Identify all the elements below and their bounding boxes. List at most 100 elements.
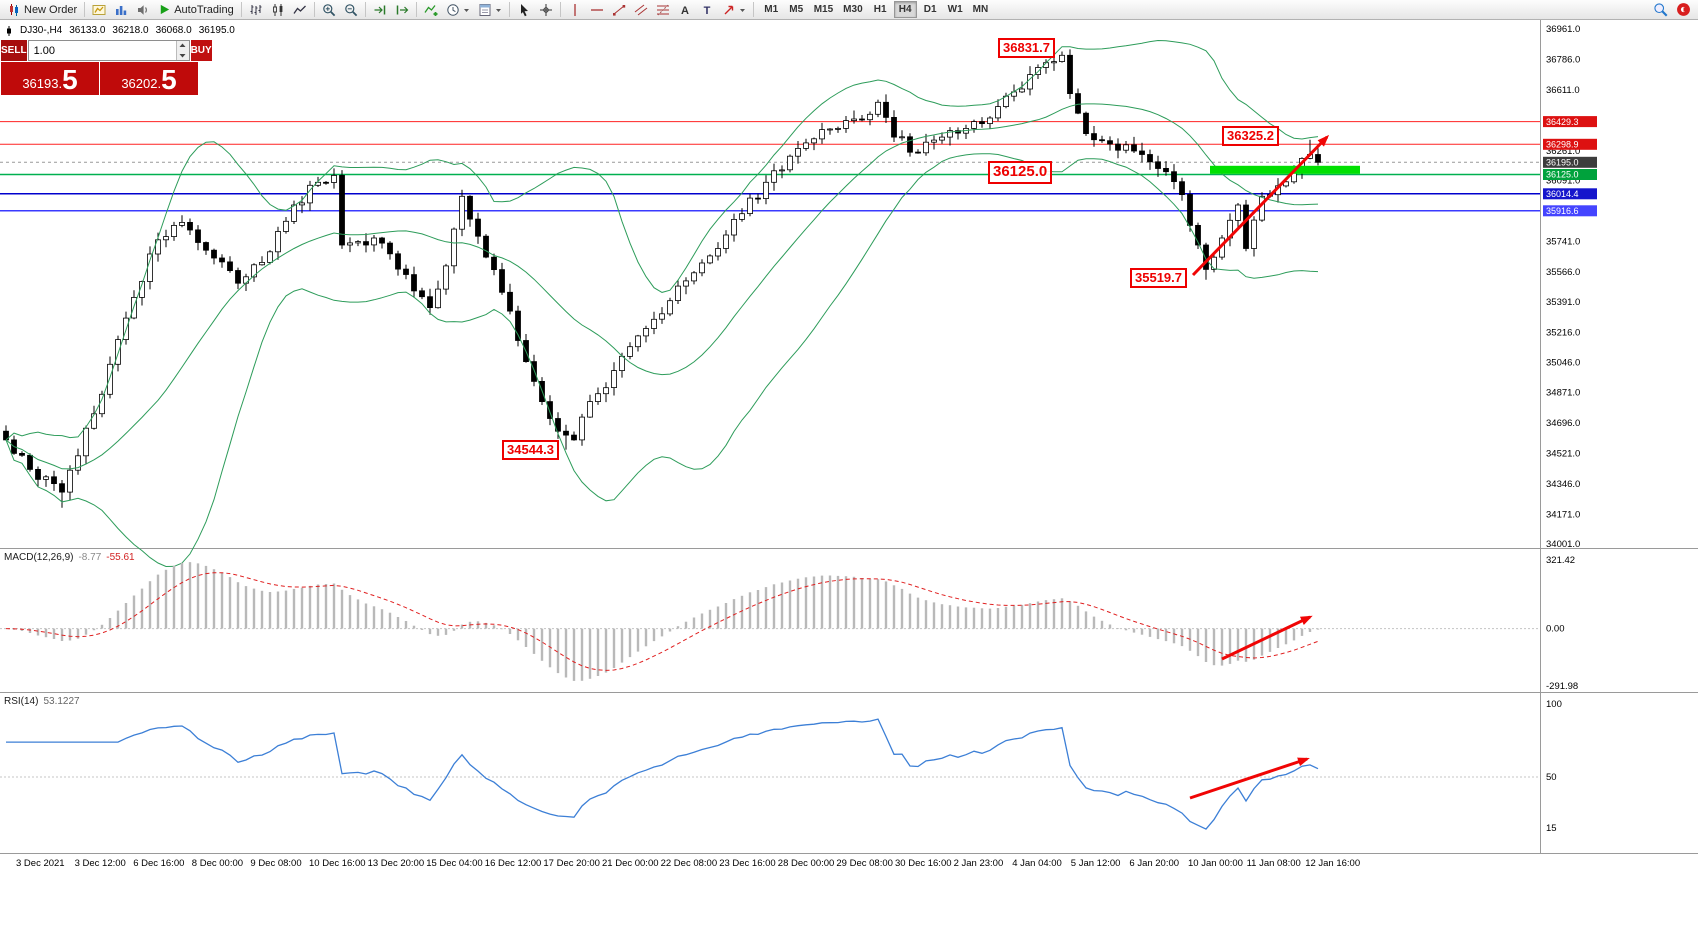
svg-text:6 Dec 16:00: 6 Dec 16:00 <box>133 858 184 869</box>
price-tag <box>1543 188 1597 200</box>
zoom-out-icon[interactable] <box>340 1 362 19</box>
crosshair-icon[interactable] <box>535 1 557 19</box>
timeframe-mn-button[interactable]: MN <box>969 1 993 18</box>
time-axis[interactable]: 3 Dec 2021 3 Dec 12:00 6 Dec 16:00 8 Dec 00… <box>16 858 1360 869</box>
text-tool-icon[interactable]: A <box>674 1 696 19</box>
toolbar-separator <box>84 2 86 17</box>
autotrading-button[interactable]: AutoTrading <box>154 1 238 19</box>
macd-name: MACD(12,26,9) <box>4 552 74 563</box>
ohlc-open: 36133.0 <box>69 25 106 36</box>
autotrading-play-icon <box>160 4 170 15</box>
volume-stepper <box>27 40 190 61</box>
volume-decrease-button[interactable] <box>176 50 189 60</box>
timeframe-m1-button[interactable]: M1 <box>760 1 783 18</box>
price-annotation: 36325.2 <box>1222 126 1279 147</box>
macd-axis[interactable]: 321.42 0.00 -291.98 <box>1546 555 1578 692</box>
svg-text:35046.0: 35046.0 <box>1546 357 1580 368</box>
toolbar: New Order AutoTrading A T <box>0 0 1698 20</box>
price-annotation: 36125.0 <box>988 161 1053 184</box>
text-label-icon[interactable]: T <box>696 1 718 19</box>
svg-text:15: 15 <box>1546 823 1557 834</box>
line-chart-icon[interactable] <box>289 1 311 19</box>
macd-main-value: -8.77 <box>78 552 102 563</box>
price-tag <box>1543 116 1597 128</box>
svg-text:34171.0: 34171.0 <box>1546 510 1580 521</box>
ohlc-high: 36218.0 <box>112 25 149 36</box>
timeframe-h4-button[interactable]: H4 <box>893 1 917 18</box>
sound-alerts-icon[interactable] <box>132 1 154 19</box>
svg-text:36091.0: 36091.0 <box>1546 175 1580 186</box>
indicators-icon[interactable] <box>420 1 442 19</box>
market-watch-icon[interactable] <box>110 1 132 19</box>
candlestick-chart-icon[interactable] <box>267 1 289 19</box>
arrow-tools-icon[interactable] <box>718 1 750 19</box>
auto-scroll-icon[interactable] <box>369 1 391 19</box>
svg-text:36195.0: 36195.0 <box>1546 158 1579 168</box>
horizontal-line-icon[interactable] <box>586 1 608 19</box>
svg-text:T: T <box>703 5 710 17</box>
vertical-line-icon[interactable] <box>564 1 586 19</box>
timeframe-h1-button[interactable]: H1 <box>869 1 892 18</box>
new-order-button[interactable]: New Order <box>3 1 81 19</box>
periods-icon[interactable] <box>442 1 474 19</box>
svg-text:10 Jan 00:00: 10 Jan 00:00 <box>1188 858 1243 869</box>
svg-text:23 Dec 16:00: 23 Dec 16:00 <box>719 858 776 869</box>
buy-price-panel[interactable]: 36202. 5 <box>100 62 198 95</box>
timeframe-m5-button[interactable]: M5 <box>785 1 808 18</box>
chevron-up-icon <box>179 43 186 48</box>
svg-text:36261.0: 36261.0 <box>1546 146 1580 157</box>
horizontal-level-lines <box>0 121 1540 212</box>
toolbar-separator <box>364 2 366 17</box>
price-tag <box>1543 169 1597 180</box>
sell-button[interactable]: SELL <box>1 40 27 61</box>
zoom-in-icon[interactable] <box>318 1 340 19</box>
svg-text:50: 50 <box>1546 772 1557 783</box>
new-chart-icon[interactable] <box>88 1 110 19</box>
rsi-label: RSI(14) 53.1227 <box>4 696 80 707</box>
chart-shift-icon[interactable] <box>391 1 413 19</box>
svg-text:34521.0: 34521.0 <box>1546 449 1580 460</box>
svg-text:13 Dec 20:00: 13 Dec 20:00 <box>368 858 425 869</box>
new-order-label: New Order <box>24 3 78 16</box>
timeframe-d1-button[interactable]: D1 <box>919 1 942 18</box>
fibonacci-icon[interactable] <box>652 1 674 19</box>
macd-label: MACD(12,26,9) -8.77 -55.61 <box>4 552 135 563</box>
timeframe-m15-button[interactable]: M15 <box>810 1 837 18</box>
trend-arrow <box>1189 757 1310 800</box>
timeframe-m30-button[interactable]: M30 <box>839 1 866 18</box>
autotrading-label: AutoTrading <box>174 3 234 16</box>
candlestick-series <box>3 49 1321 508</box>
chevron-down-icon <box>463 8 469 12</box>
toolbar-separator <box>415 2 417 17</box>
rsi-axis[interactable]: 100 50 15 <box>1546 699 1562 834</box>
svg-text:36429.3: 36429.3 <box>1546 117 1579 127</box>
cursor-icon[interactable] <box>513 1 535 19</box>
templates-icon[interactable] <box>474 1 506 19</box>
price-axis[interactable]: 36961.0 36786.0 36611.0 36261.0 36091.0 35741… <box>1543 24 1597 550</box>
volume-input[interactable] <box>28 41 176 60</box>
svg-text:12 Jan 16:00: 12 Jan 16:00 <box>1305 858 1360 869</box>
svg-text:6 Jan 20:00: 6 Jan 20:00 <box>1129 858 1179 869</box>
svg-text:8 Dec 00:00: 8 Dec 00:00 <box>192 858 243 869</box>
equidistant-channel-icon[interactable] <box>630 1 652 19</box>
search-icon[interactable] <box>1649 1 1672 19</box>
svg-text:100: 100 <box>1546 699 1562 710</box>
svg-text:3 Dec 12:00: 3 Dec 12:00 <box>75 858 126 869</box>
svg-text:321.42: 321.42 <box>1546 555 1575 566</box>
trendline-icon[interactable] <box>608 1 630 19</box>
svg-text:3 Dec 2021: 3 Dec 2021 <box>16 858 65 869</box>
svg-text:4 Jan 04:00: 4 Jan 04:00 <box>1012 858 1062 869</box>
sell-price-panel[interactable]: 36193. 5 <box>1 62 99 95</box>
quote-line: DJ30-,H4 36133.0 36218.0 36068.0 36195.0 <box>5 25 235 36</box>
volume-increase-button[interactable] <box>176 41 189 51</box>
bar-chart-icon[interactable] <box>245 1 267 19</box>
price-annotation: 35519.7 <box>1130 268 1187 289</box>
mql5-community-icon[interactable] <box>1672 1 1695 19</box>
svg-text:28 Dec 00:00: 28 Dec 00:00 <box>778 858 835 869</box>
timeframe-w1-button[interactable]: W1 <box>944 1 967 18</box>
buy-button[interactable]: BUY <box>190 40 212 61</box>
svg-text:17 Dec 20:00: 17 Dec 20:00 <box>543 858 600 869</box>
symbol-icon <box>7 25 11 36</box>
